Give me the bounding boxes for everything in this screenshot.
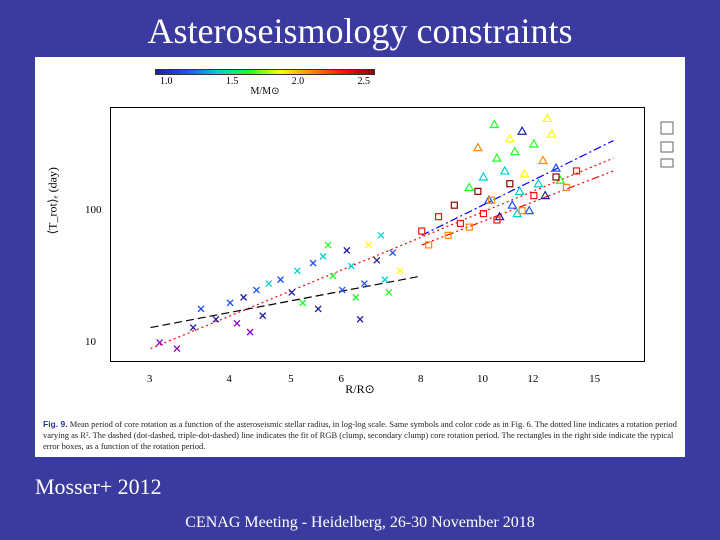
marker-x — [378, 232, 384, 238]
marker-x — [234, 320, 240, 326]
marker-x — [320, 253, 326, 259]
caption-prefix: Fig. 9. — [43, 419, 68, 429]
x-tick: 8 — [418, 373, 424, 385]
marker-triangle — [530, 140, 538, 147]
marker-x — [174, 346, 180, 352]
marker-x — [247, 329, 253, 335]
marker-x — [227, 300, 233, 306]
marker-square — [519, 208, 525, 214]
marker-x — [241, 294, 247, 300]
marker-x — [289, 289, 295, 295]
marker-square — [475, 188, 481, 194]
marker-x — [278, 277, 284, 283]
x-tick: 3 — [147, 373, 153, 385]
marker-triangle — [493, 154, 501, 161]
marker-x — [382, 277, 388, 283]
marker-x — [198, 306, 204, 312]
marker-square — [436, 214, 442, 220]
x-tick: 4 — [226, 373, 232, 385]
marker-triangle — [501, 167, 509, 174]
marker-triangle — [525, 207, 533, 214]
marker-x — [266, 281, 272, 287]
marker-x — [348, 263, 354, 269]
marker-x — [253, 287, 259, 293]
marker-triangle — [479, 173, 487, 180]
marker-x — [260, 313, 266, 319]
citation: Mosser+ 2012 — [35, 474, 162, 500]
marker-triangle — [552, 164, 560, 171]
marker-triangle — [534, 180, 542, 187]
marker-triangle — [518, 127, 526, 134]
marker-x — [190, 325, 196, 331]
x-axis-label: R/R⊙ — [345, 382, 374, 397]
marker-triangle — [490, 120, 498, 127]
marker-square — [457, 220, 463, 226]
marker-x — [325, 242, 331, 248]
caption-text: Mean period of core rotation as a functi… — [43, 419, 677, 451]
colorbar-gradient — [155, 69, 375, 75]
marker-x — [366, 242, 372, 248]
marker-triangle — [511, 148, 519, 155]
marker-triangle — [539, 156, 547, 163]
footer: CENAG Meeting - Heidelberg, 26-30 Novemb… — [185, 514, 534, 532]
marker-x — [374, 257, 380, 263]
marker-triangle — [548, 130, 556, 137]
marker-square — [531, 193, 537, 199]
marker-x — [330, 273, 336, 279]
x-tick: 15 — [589, 373, 600, 385]
x-tick: 10 — [477, 373, 488, 385]
colorbar: 1.0 1.5 2.0 2.5 M/M⊙ — [155, 69, 375, 97]
slide-title: Asteroseismology constraints — [0, 0, 720, 57]
marker-x — [386, 289, 392, 295]
marker-square — [419, 228, 425, 234]
figure-caption: Fig. 9. Mean period of core rotation as … — [43, 419, 677, 452]
fit-line — [151, 158, 614, 348]
marker-square — [451, 202, 457, 208]
x-tick: 5 — [288, 373, 294, 385]
colorbar-label: M/M⊙ — [155, 86, 375, 97]
marker-x — [357, 316, 363, 322]
y-tick: 100 — [85, 204, 102, 216]
marker-triangle — [508, 201, 516, 208]
fit-line — [422, 171, 614, 245]
marker-triangle — [516, 187, 524, 194]
marker-x — [353, 294, 359, 300]
marker-triangle — [543, 114, 551, 121]
marker-x — [310, 260, 316, 266]
marker-x — [300, 300, 306, 306]
marker-x — [344, 247, 350, 253]
marker-triangle — [474, 144, 482, 151]
marker-x — [315, 306, 321, 312]
marker-square — [507, 181, 513, 187]
plot-svg — [111, 108, 646, 363]
marker-x — [157, 340, 163, 346]
x-tick: 6 — [338, 373, 344, 385]
marker-x — [294, 268, 300, 274]
marker-x — [390, 250, 396, 256]
plot-area — [110, 107, 645, 362]
y-axis-label: ⟨T_rot⟩ₑ (day) — [46, 167, 61, 234]
marker-x — [397, 268, 403, 274]
fit-line — [151, 276, 422, 328]
figure-panel: 1.0 1.5 2.0 2.5 M/M⊙ ⟨T_rot⟩ₑ (day) R/R⊙… — [35, 57, 685, 457]
marker-x — [361, 281, 367, 287]
x-tick: 12 — [527, 373, 538, 385]
marker-triangle — [465, 183, 473, 190]
error-legend — [659, 117, 677, 177]
y-tick: 10 — [85, 336, 96, 348]
marker-triangle — [521, 170, 529, 177]
marker-triangle — [506, 135, 514, 142]
